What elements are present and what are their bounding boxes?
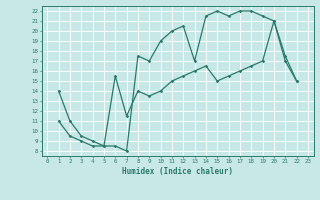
- X-axis label: Humidex (Indice chaleur): Humidex (Indice chaleur): [122, 167, 233, 176]
